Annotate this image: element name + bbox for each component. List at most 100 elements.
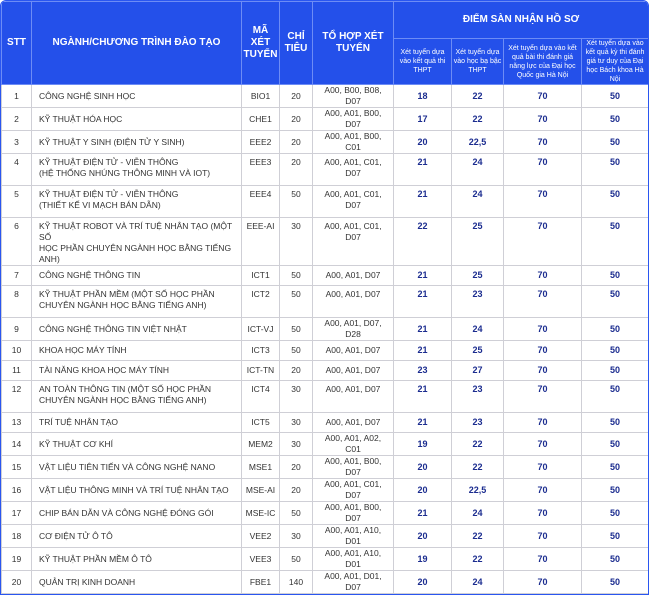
row-combos: A00, A01, B00, D07 xyxy=(312,107,394,131)
row-program: TÀI NĂNG KHOA HỌC MÁY TÍNH xyxy=(31,360,242,381)
row-code: EEE4 xyxy=(241,185,280,218)
row-stt: 13 xyxy=(1,412,32,433)
row-score-vnu: 70 xyxy=(503,412,582,433)
table-row: 15 VẬT LIỆU TIÊN TIẾN VÀ CÔNG NGHỆ NANO MS… xyxy=(1,455,648,479)
row-quota: 30 xyxy=(279,432,313,456)
row-combos: A00, A01, C01, D07 xyxy=(312,478,394,502)
row-score-vnu: 70 xyxy=(503,107,582,131)
table-row: 11 TÀI NĂNG KHOA HỌC MÁY TÍNH ICT-TN 20 A00,… xyxy=(1,360,648,381)
row-score-transcript: 24 xyxy=(451,185,504,218)
row-combos: A00, A01, D07 xyxy=(312,412,394,433)
row-quota: 20 xyxy=(279,360,313,381)
row-score-transcript: 25 xyxy=(451,265,504,286)
header-sub-hust: Xét tuyển dựa vào kết quả kỳ thi đánh gi… xyxy=(580,38,648,85)
row-score-transcript: 22 xyxy=(451,524,504,548)
row-code: ICT1 xyxy=(241,265,280,286)
row-score-transcript: 23 xyxy=(451,380,504,413)
row-program: KỸ THUẬT ROBOT VÀ TRÍ TUỆ NHÂN TẠO (MỘT … xyxy=(31,217,242,266)
row-score-thpt: 23 xyxy=(393,360,452,381)
row-score-transcript: 25 xyxy=(451,217,504,266)
program-name-line: KỸ THUẬT PHẦN MỀM Ô TÔ xyxy=(39,553,152,564)
row-program: QUẢN TRỊ KINH DOANH xyxy=(31,570,242,594)
row-score-thpt: 21 xyxy=(393,265,452,286)
row-score-vnu: 70 xyxy=(503,501,582,525)
row-program: KỸ THUẬT ĐIỆN TỬ - VIỄN THÔNG (THIẾT KẾ V… xyxy=(31,185,242,218)
program-name-line: KHOA HỌC MÁY TÍNH xyxy=(39,345,127,355)
row-code: ICT3 xyxy=(241,340,280,361)
table-row: 9 CÔNG NGHỆ THÔNG TIN VIỆT NHẬT ICT-VJ 50 A0… xyxy=(1,317,648,341)
row-combos: A00, A01, D07 xyxy=(312,265,394,286)
row-score-transcript: 23 xyxy=(451,285,504,318)
row-code: FBE1 xyxy=(241,570,280,594)
program-name-line: HỌC PHẦN CHUYÊN NGÀNH HỌC BẰNG TIẾNG ANH… xyxy=(39,243,232,264)
row-score-hust: 50 xyxy=(580,340,648,361)
row-stt: 15 xyxy=(1,455,32,479)
row-score-thpt: 19 xyxy=(393,432,452,456)
row-score-thpt: 20 xyxy=(393,524,452,548)
row-program: KỸ THUẬT ĐIỆN TỬ - VIỄN THÔNG (HỆ THỐNG N… xyxy=(31,153,242,186)
program-name-line: CHUYÊN NGÀNH HỌC BẰNG TIẾNG ANH) xyxy=(39,300,207,310)
row-score-vnu: 70 xyxy=(503,153,582,186)
row-score-hust: 50 xyxy=(580,547,648,571)
row-score-transcript: 22,5 xyxy=(451,478,504,502)
row-score-vnu: 70 xyxy=(503,84,582,108)
row-combos: A00, A01, D07 xyxy=(312,285,394,318)
table-row: 3 KỸ THUẬT Y SINH (ĐIỆN TỬ Y SINH) EEE2 20 A… xyxy=(1,130,648,154)
program-name-line: KỸ THUẬT HÓA HỌC xyxy=(39,113,123,124)
row-stt: 4 xyxy=(1,153,32,186)
row-quota: 50 xyxy=(279,265,313,286)
row-score-hust: 50 xyxy=(580,185,648,218)
table-row: 8 KỸ THUẬT PHẦN MỀM (MỘT SỐ HỌC PHẦN CHUYÊ… xyxy=(1,285,648,318)
program-name-line: KỸ THUẬT ĐIỆN TỬ - VIỄN THÔNG xyxy=(39,157,179,167)
row-score-transcript: 24 xyxy=(451,153,504,186)
row-stt: 1 xyxy=(1,84,32,108)
row-score-hust: 50 xyxy=(580,455,648,479)
row-score-hust: 50 xyxy=(580,478,648,502)
program-name-line: TRÍ TUỆ NHÂN TẠO xyxy=(39,417,119,427)
row-program: KỸ THUẬT Y SINH (ĐIỆN TỬ Y SINH) xyxy=(31,130,242,154)
row-score-hust: 50 xyxy=(580,360,648,381)
row-score-thpt: 19 xyxy=(393,547,452,571)
table-row: 17 CHIP BÁN DẪN VÀ CÔNG NGHỆ ĐÓNG GÓI MSE-… xyxy=(1,501,648,525)
program-name-line: QUẢN TRỊ KINH DOANH xyxy=(39,576,136,587)
row-code: VEE2 xyxy=(241,524,280,548)
row-score-thpt: 21 xyxy=(393,185,452,218)
row-score-thpt: 21 xyxy=(393,412,452,433)
row-score-vnu: 70 xyxy=(503,185,582,218)
row-combos: A00, A01, D07 xyxy=(312,360,394,381)
row-stt: 3 xyxy=(1,130,32,154)
table-row: 10 KHOA HỌC MÁY TÍNH ICT3 50 A00, A01, D07 21… xyxy=(1,340,648,361)
table-row: 12 AN TOÀN THÔNG TIN (MỘT SỐ HỌC PHẦN CHUY… xyxy=(1,380,648,413)
row-program: KỸ THUẬT PHẦN MỀM (MỘT SỐ HỌC PHẦN CHUYÊN… xyxy=(31,285,242,318)
row-score-transcript: 23 xyxy=(451,412,504,433)
row-stt: 10 xyxy=(1,340,32,361)
row-quota: 50 xyxy=(279,501,313,525)
row-code: EEE-AI xyxy=(241,217,280,266)
row-code: ICT2 xyxy=(241,285,280,318)
program-name-line: KỸ THUẬT ROBOT VÀ TRÍ TUỆ NHÂN TẠO (MỘT … xyxy=(39,221,233,242)
row-score-vnu: 70 xyxy=(503,265,582,286)
table-row: 7 CÔNG NGHỆ THÔNG TIN ICT1 50 A00, A01, D07 2… xyxy=(1,265,648,286)
row-quota: 20 xyxy=(279,153,313,186)
row-code: MSE-IC xyxy=(241,501,280,525)
table-row: 14 KỸ THUẬT CƠ KHÍ MEM2 30 A00, A01, A02, C0… xyxy=(1,432,648,456)
program-name-line: CÔNG NGHỆ THÔNG TIN xyxy=(39,270,141,280)
row-score-transcript: 25 xyxy=(451,340,504,361)
table-row: 19 KỸ THUẬT PHẦN MỀM Ô TÔ VEE3 50 A00, A01, … xyxy=(1,547,648,571)
table-row: 16 VẬT LIỆU THÔNG MINH VÀ TRÍ TUỆ NHÂN TẠ… xyxy=(1,478,648,502)
program-name-line: AN TOÀN THÔNG TIN (MỘT SỐ HỌC PHẦN xyxy=(39,384,212,394)
row-quota: 20 xyxy=(279,478,313,502)
row-stt: 11 xyxy=(1,360,32,381)
row-score-thpt: 17 xyxy=(393,107,452,131)
row-stt: 6 xyxy=(1,217,32,266)
row-score-transcript: 22 xyxy=(451,107,504,131)
row-score-hust: 50 xyxy=(580,317,648,341)
program-name-line: TÀI NĂNG KHOA HỌC MÁY TÍNH xyxy=(39,365,170,375)
row-score-thpt: 21 xyxy=(393,153,452,186)
row-quota: 20 xyxy=(279,455,313,479)
row-program: TRÍ TUỆ NHÂN TẠO xyxy=(31,412,242,433)
row-score-thpt: 21 xyxy=(393,340,452,361)
row-score-thpt: 21 xyxy=(393,285,452,318)
row-combos: A00, A01, A10, D01 xyxy=(312,547,394,571)
header-combos: TỔ HỢP XÉT TUYỂN xyxy=(312,1,394,85)
